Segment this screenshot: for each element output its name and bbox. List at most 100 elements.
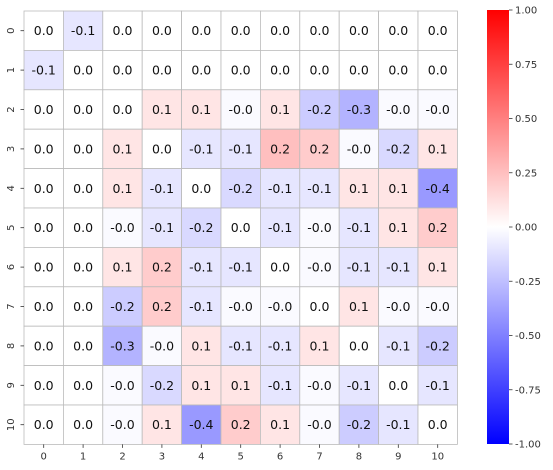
heatmap-cell [181,168,222,209]
x-tick-label: 2 [119,451,125,462]
cell-value-label: 0.0 [349,338,369,353]
heatmap-cell [338,365,380,406]
cell-value-label: 0.1 [388,181,408,196]
heatmap-cell [417,10,458,51]
cell-value-label: 0.0 [34,181,54,196]
y-tick-label: 5 [6,225,17,231]
heatmap-cell [417,246,458,288]
cell-value-label: 0.1 [428,141,448,156]
cell-value-label: -0.1 [150,181,174,196]
cell-value-label: 0.2 [270,141,290,156]
heatmap-cell [63,286,104,327]
heatmap-cell [378,10,419,51]
cell-value-label: -0.0 [307,220,331,235]
cell-value-label: -0.1 [268,181,292,196]
cell-value-label: 0.0 [73,417,93,432]
cell-value-label: 0.0 [191,181,211,196]
cell-value-label: 0.0 [73,63,93,78]
heatmap-cell [102,404,143,445]
cell-value-label: 0.0 [73,338,93,353]
cell-value-label: 0.0 [152,23,172,38]
cell-value-label: -0.1 [189,141,213,156]
cell-value-label: 0.0 [34,338,54,353]
heatmap-cell [299,365,340,406]
y-tick-label: 8 [6,343,17,349]
heatmap-cell [338,128,380,169]
cell-value-label: 0.0 [270,63,290,78]
cell-value-label: 0.1 [270,417,290,432]
colorbar-gradient [487,10,509,444]
cell-value-label: -0.2 [347,417,371,432]
cell-value-label: 0.0 [231,63,251,78]
cell-value-label: 0.0 [73,102,93,117]
heatmap-cell [259,325,301,367]
heatmap-cell [417,325,458,367]
heatmap-cell [378,128,419,169]
heatmap-cell [378,325,419,367]
cell-value-label: 0.1 [270,102,290,117]
cell-value-label: -0.1 [229,338,253,353]
cell-value-label: 0.0 [428,417,448,432]
cell-value-label: -0.4 [189,417,213,432]
cell-value-label: -0.1 [386,417,410,432]
cell-value-label: 0.0 [34,141,54,156]
heatmap-cell [417,286,458,327]
heatmap-cell [417,128,458,169]
heatmap-cell [63,404,104,445]
cell-value-label: -0.1 [268,220,292,235]
heatmap-cell [417,404,458,445]
cell-value-label: -0.2 [426,338,450,353]
cell-value-label: 0.0 [388,63,408,78]
heatmap-cell [23,207,64,248]
heatmap-cell [23,10,64,51]
x-tick-label: 8 [356,451,362,462]
heatmap-cell [141,128,182,169]
cell-value-label: -0.0 [307,260,331,275]
cell-value-label: -0.1 [189,299,213,314]
cell-value-label: 0.2 [310,141,330,156]
y-tick-label: 4 [6,185,17,191]
cell-value-label: 0.0 [73,299,93,314]
heatmap-cell [102,128,143,169]
heatmap-cell [259,50,301,91]
colorbar-tick-label: -0.25 [515,277,541,288]
heatmap-cell [259,168,301,209]
x-axis: 0 1 2 3 4 5 6 7 8 9 10 [41,444,444,462]
heatmap-cell [102,365,143,406]
heatmap-cell-labels: 0.0 -0.1 0.0 0.0 0.0 0.0 0.0 0.0 0.0 0.0 0.0 -0.1 0.… [32,23,450,432]
cell-value-label: -0.2 [110,299,134,314]
heatmap-cell [378,168,419,209]
cell-value-label: 0.2 [231,417,251,432]
heatmap-cell [220,10,261,51]
heatmap-cell [259,246,301,288]
heatmap-cell [299,246,340,288]
cell-value-label: -0.1 [386,338,410,353]
heatmap-cell [299,325,340,367]
heatmap-cell [23,168,64,209]
cell-value-label: -0.1 [32,63,56,78]
heatmap-cell [378,246,419,288]
cell-value-label: 0.0 [73,181,93,196]
y-tick-label: 10 [6,418,17,431]
cell-value-label: 0.0 [310,299,330,314]
cell-value-label: 0.0 [191,63,211,78]
cell-value-label: -0.1 [229,141,253,156]
cell-value-label: 0.0 [428,23,448,38]
heatmap-cell [259,89,301,130]
cell-value-label: 0.0 [34,102,54,117]
cell-value-label: 0.1 [428,260,448,275]
cell-value-label: 0.1 [310,338,330,353]
cell-value-label: 0.0 [113,63,133,78]
cell-value-label: 0.0 [152,63,172,78]
cell-value-label: -0.1 [347,220,371,235]
y-tick-label: 9 [6,382,17,388]
heatmap-cell [338,404,380,445]
heatmap-cell [338,168,380,209]
cell-value-label: 0.0 [34,220,54,235]
cell-value-label: 0.0 [34,23,54,38]
cell-value-label: -0.0 [268,299,292,314]
cell-value-label: -0.0 [347,141,371,156]
cell-value-label: -0.1 [229,260,253,275]
cell-value-label: -0.0 [110,378,134,393]
